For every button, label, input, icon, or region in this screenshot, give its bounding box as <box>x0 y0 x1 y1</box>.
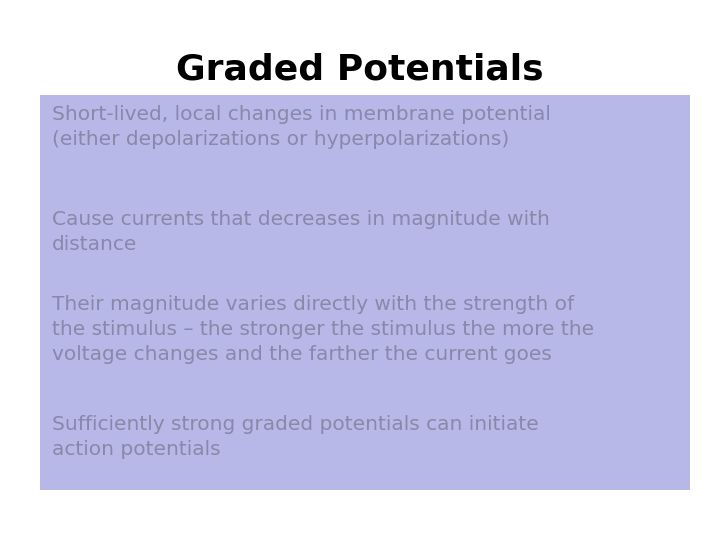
Text: Cause currents that decreases in magnitude with
distance: Cause currents that decreases in magnitu… <box>52 210 550 254</box>
Text: Their magnitude varies directly with the strength of
the stimulus – the stronger: Their magnitude varies directly with the… <box>52 295 594 364</box>
Text: Sufficiently strong graded potentials can initiate
action potentials: Sufficiently strong graded potentials ca… <box>52 415 539 459</box>
FancyBboxPatch shape <box>40 95 690 490</box>
Text: Graded Potentials: Graded Potentials <box>176 52 544 86</box>
Text: Short-lived, local changes in membrane potential
(either depolarizations or hype: Short-lived, local changes in membrane p… <box>52 105 551 149</box>
